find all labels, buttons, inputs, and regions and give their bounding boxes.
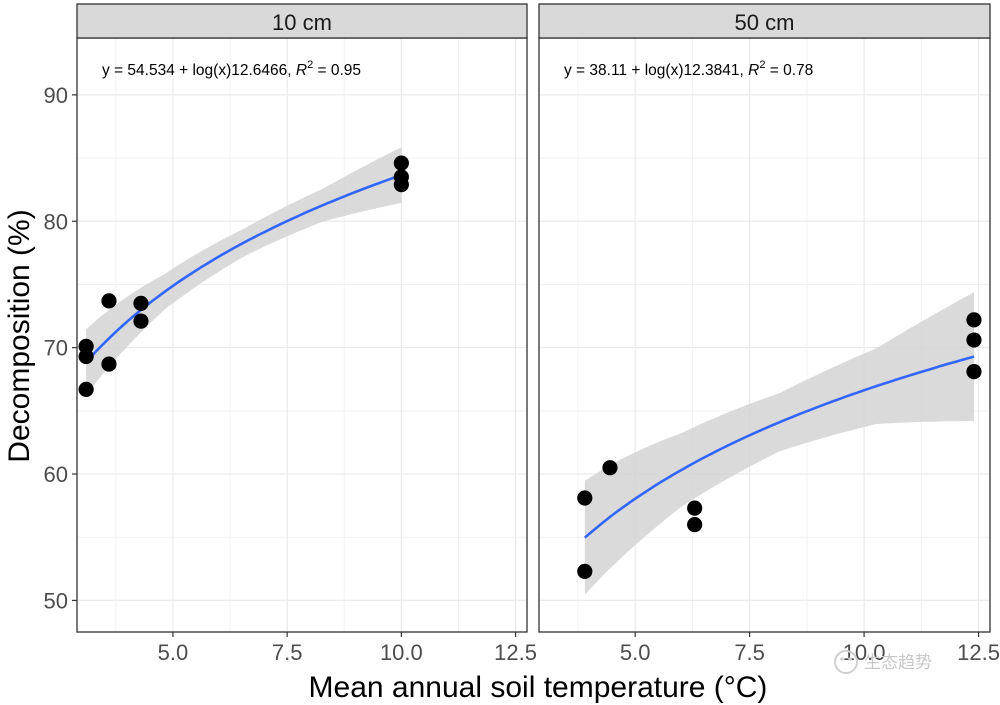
regression-equations: y = 54.534 + log(x)12.6466, R2 = 0.95 y =… (102, 59, 813, 79)
y-tick-label: 70 (44, 336, 68, 361)
data-point (966, 312, 982, 328)
data-point (687, 500, 703, 516)
data-point (966, 364, 982, 380)
data-point (393, 155, 409, 171)
data-points (78, 155, 982, 579)
facet-strip-label: 50 cm (735, 10, 795, 35)
watermark: 生态趋势 (834, 650, 932, 674)
y-axis-title: Decomposition (%) (3, 209, 36, 462)
data-point (966, 332, 982, 348)
data-point (101, 293, 117, 309)
wechat-logo-eye-icon (840, 657, 844, 661)
panel-backgrounds (77, 38, 990, 632)
confidence-band (584, 292, 974, 595)
regression-equation: y = 54.534 + log(x)12.6466, R2 = 0.95 (102, 59, 361, 79)
confidence-bands (86, 147, 974, 595)
facet-strip (76, 3, 528, 39)
y-tick-label: 60 (44, 462, 68, 487)
confidence-band (86, 147, 402, 396)
y-tick-label: 50 (44, 588, 68, 613)
data-point (101, 356, 117, 372)
wechat-logo-eye-icon (848, 657, 852, 661)
fit-curve (85, 173, 402, 364)
x-tick-label: 5.0 (158, 640, 189, 665)
data-point (133, 295, 149, 312)
x-tick-label: 10.0 (380, 640, 423, 665)
x-axis-title: Mean annual soil temperature (°C) (309, 671, 768, 704)
y-tick-label: 80 (44, 209, 68, 234)
regression-equation: y = 38.11 + log(x)12.3841, R2 = 0.78 (564, 59, 813, 79)
fit-curves (85, 173, 975, 539)
x-tick-label: 12.5 (957, 640, 1000, 665)
data-point (577, 490, 593, 506)
y-tick-label: 90 (44, 83, 68, 108)
data-point (133, 313, 149, 329)
x-tick-label: 7.5 (734, 640, 765, 665)
wechat-logo-icon (834, 650, 858, 674)
watermark-text: 生态趋势 (864, 653, 932, 672)
x-tick-label: 7.5 (272, 640, 303, 665)
panel-background (77, 38, 527, 632)
x-tick-label: 12.5 (494, 640, 537, 665)
data-point (602, 460, 618, 476)
fit-curve (583, 355, 975, 539)
facet-strip-label: 10 cm (272, 10, 332, 35)
data-point (577, 563, 593, 579)
data-point (393, 177, 409, 193)
data-point (78, 348, 94, 365)
facet-strip (538, 3, 991, 39)
data-point (78, 381, 94, 397)
facet-strips: 10 cm 50 cm (76, 3, 991, 39)
x-tick-label: 5.0 (620, 640, 651, 665)
data-point (687, 516, 703, 533)
